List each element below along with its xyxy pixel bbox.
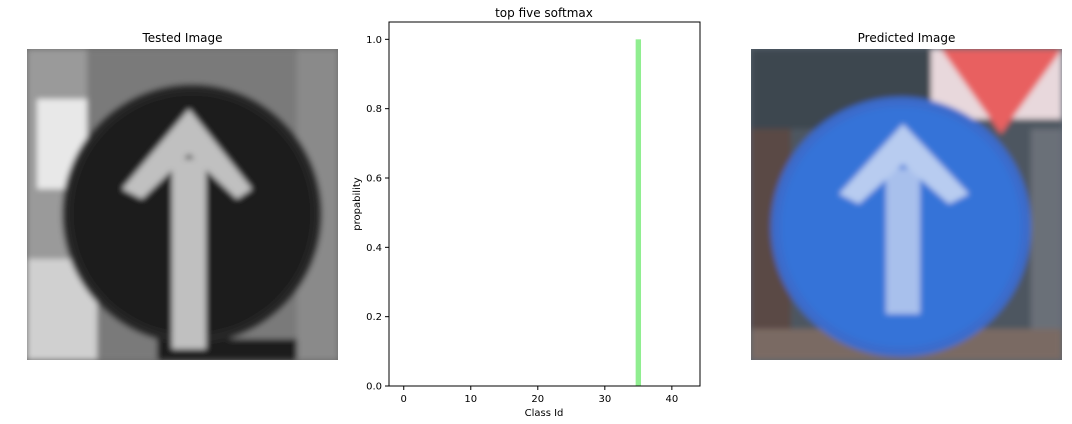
tested-image <box>27 49 338 360</box>
predicted-image-title: Predicted Image <box>857 31 956 45</box>
x-axis-label: Class Id <box>525 408 564 419</box>
x-tick-label: 0 <box>401 394 407 405</box>
y-tick-label: 0.4 <box>366 243 382 254</box>
chart-title: top five softmax <box>495 6 593 20</box>
x-tick-label: 20 <box>531 394 544 405</box>
x-tick-label: 30 <box>598 394 611 405</box>
plot-frame <box>388 21 701 387</box>
y-tick-label: 0.8 <box>366 104 382 115</box>
y-tick-label: 0.2 <box>366 312 382 323</box>
tested-image-title: Tested Image <box>142 31 223 45</box>
bar <box>635 39 642 386</box>
y-tick-label: 0.0 <box>366 382 382 393</box>
x-tick-label: 10 <box>464 394 477 405</box>
predicted-image <box>751 49 1062 360</box>
y-tick-label: 1.0 <box>366 35 382 46</box>
y-tick-label: 0.6 <box>366 174 382 185</box>
x-tick-label: 40 <box>665 394 678 405</box>
y-axis-label: propability <box>352 177 363 230</box>
